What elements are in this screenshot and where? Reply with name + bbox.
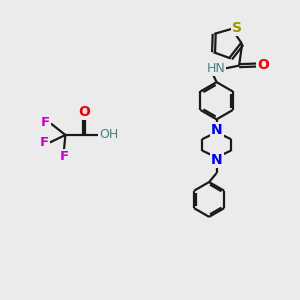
Text: O: O	[78, 105, 90, 118]
Text: HN: HN	[206, 62, 225, 75]
Text: N: N	[211, 123, 222, 137]
Text: O: O	[257, 58, 269, 72]
Text: F: F	[40, 136, 49, 149]
Text: N: N	[211, 152, 222, 167]
Text: S: S	[232, 21, 242, 35]
Text: F: F	[59, 150, 68, 163]
Text: F: F	[41, 116, 50, 129]
Text: OH: OH	[99, 128, 119, 142]
